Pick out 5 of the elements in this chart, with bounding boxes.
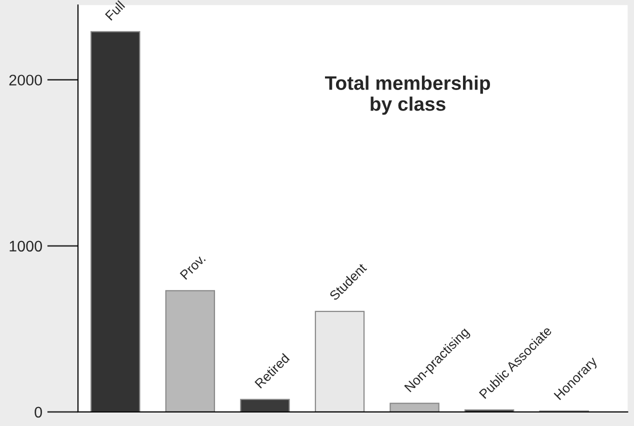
y-tick-label: 2000 <box>9 74 42 86</box>
y-tick-label: 0 <box>34 406 42 418</box>
y-tick-label: 1000 <box>10 240 42 252</box>
text: Total membership by class <box>324 76 490 115</box>
x-tick-label: Full <box>104 0 126 21</box>
